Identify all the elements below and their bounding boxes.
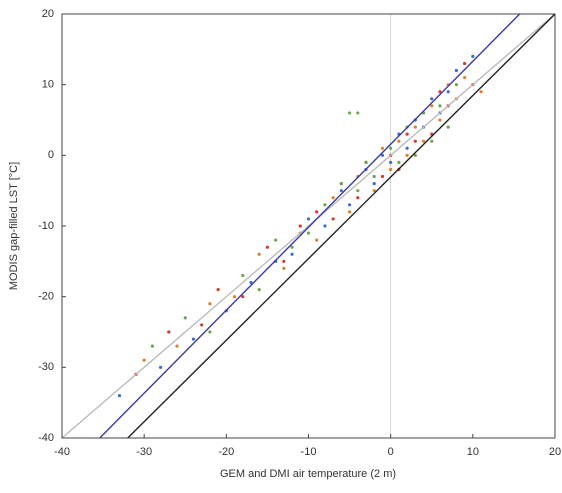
scatter-point xyxy=(257,252,261,256)
scatter-point xyxy=(380,146,385,150)
scatter-point xyxy=(290,252,294,256)
y-axis-label: MODIS gap-filled LST [°C] xyxy=(8,162,20,290)
scatter-point xyxy=(315,238,319,242)
scatter-point xyxy=(183,316,187,320)
fit-line xyxy=(61,13,556,439)
scatter-point xyxy=(323,224,327,228)
scatter-point xyxy=(347,203,352,207)
y-tick-label: 20 xyxy=(42,8,54,20)
scatter-point xyxy=(430,139,434,143)
scatter-point xyxy=(446,90,450,94)
y-tick-label: 10 xyxy=(42,79,54,91)
y-tick-label: -20 xyxy=(38,291,54,303)
scatter-point xyxy=(405,146,409,150)
scatter-point xyxy=(430,104,434,108)
scatter-point xyxy=(389,167,393,172)
scatter-point xyxy=(200,323,204,327)
scatter-point xyxy=(290,245,294,249)
plot-frame xyxy=(61,13,556,439)
scatter-point xyxy=(257,288,261,292)
y-tick-label: -30 xyxy=(38,361,54,373)
scatter-point xyxy=(232,295,237,299)
scatter-point xyxy=(241,295,245,299)
scatter-point xyxy=(298,224,302,228)
scatter-point xyxy=(208,302,212,306)
scatter-point xyxy=(372,189,376,193)
y-tick-label: -40 xyxy=(38,432,54,444)
scatter-point xyxy=(282,259,286,263)
scatter-point xyxy=(397,160,401,164)
x-tick-label: -40 xyxy=(54,446,70,458)
x-tick-label: -10 xyxy=(301,446,317,458)
scatter-point xyxy=(430,97,434,101)
scatter-point xyxy=(438,90,442,94)
scatter-point xyxy=(306,231,311,235)
scatter-point xyxy=(356,189,360,193)
scatter-point xyxy=(191,337,196,341)
fit-line xyxy=(127,13,556,439)
scatter-point xyxy=(463,76,467,80)
scatter-point xyxy=(159,365,163,369)
scatter-point xyxy=(421,139,426,143)
scatter-point xyxy=(471,54,475,59)
scatter-point xyxy=(331,196,335,200)
scatter-point xyxy=(347,210,352,214)
scatter-point xyxy=(389,160,393,164)
scatter-point xyxy=(249,280,253,285)
x-tick-label: -20 xyxy=(218,446,234,458)
scatter-point xyxy=(405,132,409,136)
scatter-point xyxy=(364,160,368,164)
x-tick-label: 0 xyxy=(388,446,394,458)
scatter-point xyxy=(372,182,376,186)
scatter-point xyxy=(347,111,352,115)
scatter-point xyxy=(413,153,417,157)
scatter-point xyxy=(372,174,376,179)
scatter-point xyxy=(397,139,401,143)
scatter-point xyxy=(282,266,286,270)
scatter-point xyxy=(463,61,467,66)
scatter-point xyxy=(306,217,311,221)
x-axis-label: GEM and DMI air temperature (2 m) xyxy=(220,468,396,480)
scatter-point xyxy=(331,217,335,221)
scatter-point xyxy=(265,245,270,249)
scatter-point xyxy=(142,358,146,362)
scatter-point xyxy=(454,83,458,87)
scatter-point xyxy=(167,330,171,334)
scatter-point xyxy=(339,189,343,193)
x-tick-label: 10 xyxy=(467,446,479,458)
scatter-point xyxy=(356,196,360,200)
x-tick-label: 20 xyxy=(549,446,561,458)
scatter-point xyxy=(454,68,458,73)
scatter-point xyxy=(380,153,385,157)
scatter-point xyxy=(323,203,327,207)
scatter-point xyxy=(241,273,245,278)
scatter-point xyxy=(208,330,212,334)
scatter-point xyxy=(150,344,154,348)
scatter-point xyxy=(274,238,278,242)
scatter-point xyxy=(438,118,442,122)
scatter-point xyxy=(216,288,220,292)
scatter-point xyxy=(117,394,122,398)
scatter-point xyxy=(413,139,417,143)
scatter-point xyxy=(405,153,409,157)
x-tick-label: -30 xyxy=(136,446,152,458)
scatter-point xyxy=(175,344,179,348)
scatter-point xyxy=(380,174,385,179)
scatter-point xyxy=(315,210,319,214)
scatter-point xyxy=(356,111,360,115)
y-tick-label: -10 xyxy=(38,220,54,232)
scatter-point xyxy=(479,90,483,94)
scatter-point xyxy=(413,125,417,129)
scatter-point xyxy=(339,182,343,186)
scatter-point xyxy=(438,104,442,108)
y-tick-label: 0 xyxy=(48,149,54,161)
fit-line xyxy=(99,13,521,439)
scatter-point xyxy=(389,146,393,150)
scatter-point xyxy=(446,125,450,129)
